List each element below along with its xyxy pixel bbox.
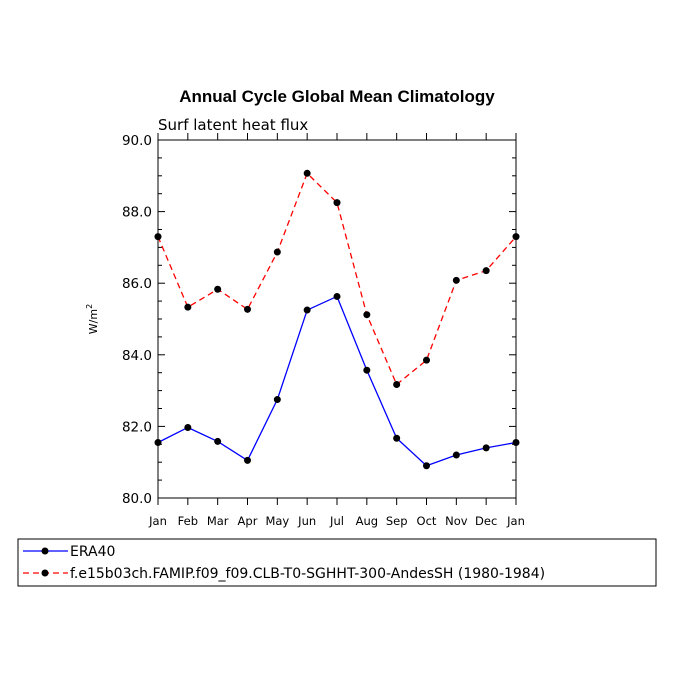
series-2-point [512,233,520,241]
legend-marker-1 [41,547,49,555]
series-1-point [393,434,401,442]
series-2-point [363,311,371,319]
x-tick-label: Nov [445,514,468,528]
series-1-point [244,456,251,464]
x-tick-label: Jul [329,514,344,528]
x-tick-label: Jan [148,514,167,528]
series-1-point [273,396,281,404]
series-2-point [333,199,341,207]
legend: ERA40 f.e15b03ch.FAMIP.f09_f09.CLB-T0-SGH… [23,544,545,582]
x-axis: Jan Feb Mar Apr May Jun Jul Aug Sep Oct Nov Dec Jan [148,133,525,528]
series-2-point [482,267,490,275]
x-tick-label: Jun [297,514,316,528]
x-tick-label: Dec [475,514,497,528]
y-tick-label: 90.0 [122,133,152,149]
series-1-point [154,439,162,447]
series-2-point [154,233,162,241]
series-2-point [273,248,281,256]
series-1-point [512,439,520,447]
series-2-point [393,381,401,389]
y-tick-label: 82.0 [122,419,152,435]
series-2-point [184,303,192,311]
y-axis-title-superscript: 2 [85,304,94,309]
series-1-point [303,306,311,314]
series-1-point [482,444,490,452]
series-2-point [214,285,222,293]
x-tick-label: May [265,514,289,528]
x-tick-label: Feb [178,514,198,528]
y-tick-label: 86.0 [122,276,152,292]
x-tick-label: Mar [207,514,229,528]
series-2-point [423,356,430,364]
plot-series [154,169,520,470]
x-tick-label: Oct [417,514,437,528]
series-1-point [423,462,430,470]
series-1-point [214,437,222,445]
svg-text:W/m2: W/m2 [85,304,100,334]
y-tick-label: 84.0 [122,348,152,364]
series-2-point [303,169,311,177]
x-tick-label: Apr [238,514,258,528]
chart-title: Annual Cycle Global Mean Climatology [179,87,495,106]
series-2-point [244,305,251,313]
legend-label-2: f.e15b03ch.FAMIP.f09_f09.CLB-T0-SGHHT-30… [70,566,545,582]
legend-marker-2 [41,569,49,577]
series-1-point [452,451,460,459]
chart-subtitle: Surf latent heat flux [158,116,308,134]
y-tick-label: 88.0 [122,205,152,221]
y-tick-label: 80.0 [122,491,152,507]
x-tick-label: Aug [356,514,378,528]
x-tick-label: Jan [506,514,525,528]
legend-label-1: ERA40 [70,544,115,560]
series-2-point [452,276,460,284]
series-1-point [363,366,371,374]
series-1-point [333,292,341,300]
x-tick-label: Sep [386,514,408,528]
legend-box [17,538,657,587]
y-axis-title: W/m2 [85,304,100,334]
y-axis-title-text: W/m [87,309,100,334]
series-1-point [184,423,192,431]
